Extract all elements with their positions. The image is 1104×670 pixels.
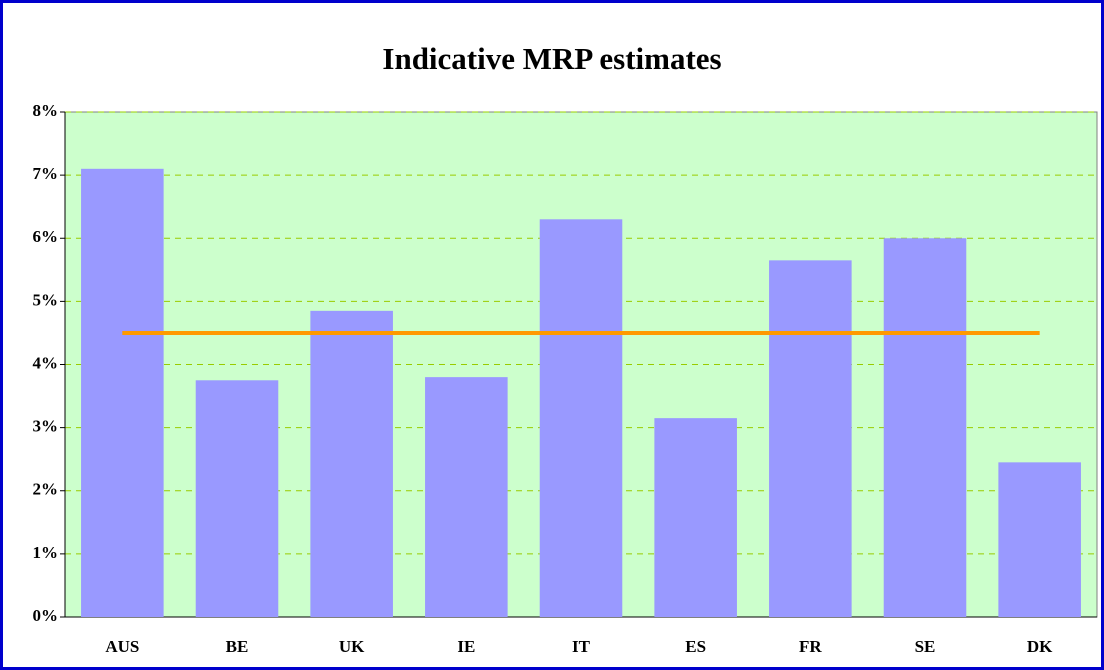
y-tick-label: 0% [33, 606, 59, 625]
x-tick-label: IT [572, 637, 591, 656]
bar [81, 168, 164, 617]
x-tick-label: SE [915, 637, 936, 656]
bar [539, 219, 623, 617]
y-tick-label: 6% [33, 227, 59, 246]
bar [998, 462, 1081, 617]
x-tick-label: FR [799, 637, 822, 656]
x-tick-label: DK [1027, 637, 1053, 656]
bar [883, 238, 967, 617]
y-tick-label: 1% [33, 543, 59, 562]
bar [654, 418, 737, 617]
bar [195, 380, 279, 617]
x-tick-label: UK [339, 637, 365, 656]
y-tick-label: 3% [33, 417, 59, 436]
y-tick-label: 8% [33, 101, 59, 120]
y-tick-label: 5% [33, 290, 59, 309]
y-tick-label: 4% [33, 353, 59, 372]
y-tick-label: 2% [33, 480, 59, 499]
x-tick-label: IE [457, 637, 475, 656]
x-tick-label: ES [685, 637, 706, 656]
y-tick-label: 7% [33, 164, 59, 183]
chart-title: Indicative MRP estimates [382, 41, 721, 76]
bar [310, 310, 393, 617]
x-tick-label: BE [226, 637, 249, 656]
bar [769, 260, 852, 617]
x-tick-label: AUS [105, 637, 139, 656]
bar [425, 377, 508, 617]
